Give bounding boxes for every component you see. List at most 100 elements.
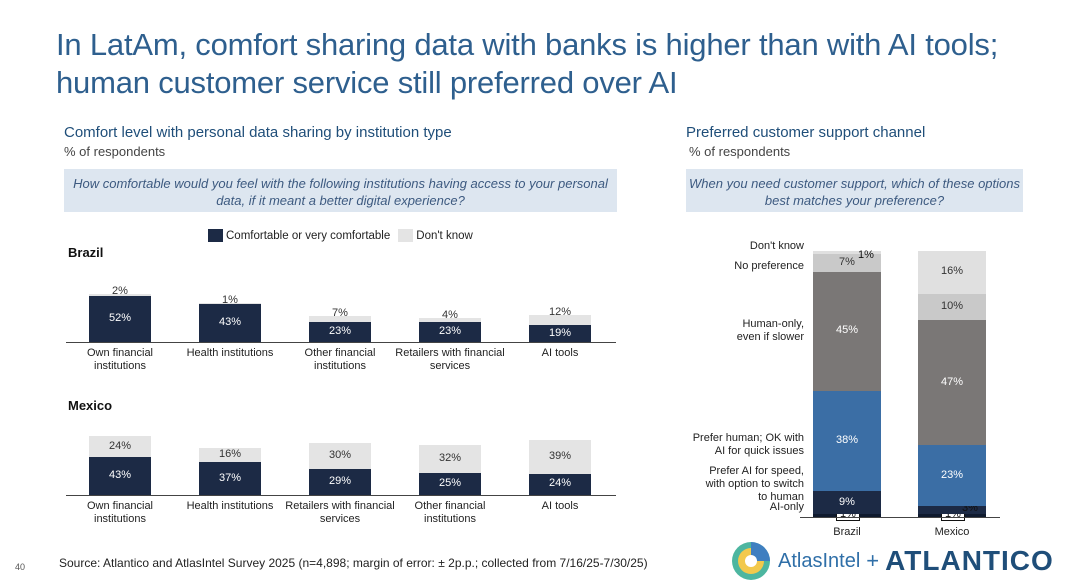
mexico-label-dont-know-1: 16% xyxy=(218,448,242,461)
support-series-label-3: Human-only, even if slower xyxy=(736,318,804,344)
brazil-bar-4: 19% 12% xyxy=(529,306,591,342)
atlasintel-logo-icon xyxy=(732,542,770,580)
left-chart-subtitle: % of respondents xyxy=(64,144,166,159)
brazil-bar-2: 23% 7% xyxy=(309,307,371,342)
support-segment-brazil-1 xyxy=(813,490,881,515)
support-series-label-0: AI-only xyxy=(769,501,804,514)
legend-swatch-comfortable xyxy=(208,229,223,242)
brazil-segment-dont-know-4 xyxy=(529,314,591,326)
brazil-label-comfortable-2: 23% xyxy=(328,324,352,337)
brazil-label-dont-know-1: 1% xyxy=(222,294,238,307)
support-label-mexico-2: 23% xyxy=(940,468,964,481)
support-segment-brazil-3 xyxy=(813,272,881,391)
brazil-label-dont-know-2: 7% xyxy=(332,306,348,319)
support-segment-mexico-1 xyxy=(918,506,986,515)
support-baseline xyxy=(800,517,1000,518)
mexico-bar-4: 24% 39% xyxy=(529,439,591,495)
brazil-label-comfortable-1: 43% xyxy=(218,316,242,329)
left-chart-title: Comfort level with personal data sharing… xyxy=(64,124,452,141)
right-chart-title: Preferred customer support channel xyxy=(686,124,926,141)
brazil-segment-comfortable-2 xyxy=(309,321,371,342)
mexico-category-3: Other financial institutions xyxy=(414,500,486,525)
mexico-bar-3: 25% 32% xyxy=(419,444,481,495)
source-note: Source: Atlantico and AtlasIntel Survey … xyxy=(59,556,648,570)
brazil-segment-dont-know-0 xyxy=(89,294,151,297)
brazil-category-0: Own financial institutions xyxy=(86,347,154,372)
brazil-category-4: AI tools xyxy=(541,347,579,359)
support-label-brazil-3: 45% xyxy=(835,324,859,337)
logos-plus: + xyxy=(866,548,880,573)
brazil-label-comfortable-4: 19% xyxy=(548,326,572,339)
mexico-label-comfortable-0: 43% xyxy=(108,469,132,482)
brazil-segment-dont-know-3 xyxy=(419,318,481,322)
brazil-label-dont-know-0: 2% xyxy=(112,285,128,298)
mexico-label-dont-know-3: 32% xyxy=(438,451,462,464)
mexico-label: Mexico xyxy=(68,398,113,413)
mexico-segment-comfortable-4 xyxy=(529,473,591,495)
support-segment-mexico-5 xyxy=(918,251,986,294)
mexico-baseline xyxy=(66,495,616,496)
mexico-label-comfortable-3: 25% xyxy=(438,476,462,489)
legend-label-comfortable: Comfortable or very comfortable xyxy=(226,229,391,242)
support-label-mexico-3: 47% xyxy=(940,375,964,388)
brazil-segment-comfortable-3 xyxy=(419,321,481,342)
mexico-segment-dont-know-4 xyxy=(529,439,591,474)
right-question-box: When you need customer support, which of… xyxy=(686,169,1023,212)
page-title: In LatAm, comfort sharing data with bank… xyxy=(56,27,999,100)
atlantico-logo-text: ATLANTICO xyxy=(885,545,1054,576)
support-label-brazil-4: 7% xyxy=(839,255,855,268)
mexico-segment-comfortable-1 xyxy=(199,462,261,495)
brazil-baseline xyxy=(66,342,616,343)
support-segment-mexico-4 xyxy=(918,293,986,321)
brazil-segment-comfortable-1 xyxy=(199,304,261,342)
support-segment-mexico-2 xyxy=(918,445,986,507)
mexico-segment-comfortable-3 xyxy=(419,472,481,495)
right-chart-subtitle: % of respondents xyxy=(689,144,791,159)
mexico-category-0: Own financial institutions xyxy=(86,500,154,525)
left-question-box: How comfortable would you feel with the … xyxy=(64,169,617,212)
brazil-segment-comfortable-0 xyxy=(89,296,151,342)
brazil-label: Brazil xyxy=(68,245,104,260)
support-segment-mexico-3 xyxy=(918,320,986,446)
brazil-label-dont-know-4: 12% xyxy=(548,305,572,318)
mexico-segment-dont-know-2 xyxy=(309,443,371,470)
support-series-label-2: Prefer human; OK with AI for quick issue… xyxy=(692,431,804,457)
support-label-brazil-2: 38% xyxy=(835,433,859,446)
brazil-bar-1: 43% 1% xyxy=(199,294,261,342)
brazil-segment-dont-know-1 xyxy=(199,303,261,305)
support-series-label-5: Don't know xyxy=(749,239,804,252)
support-segment-brazil-5 xyxy=(813,251,881,254)
support-segment-brazil-4 xyxy=(813,253,881,273)
brazil-label-comfortable-0: 52% xyxy=(108,312,132,325)
mexico-segment-dont-know-1 xyxy=(199,448,261,463)
brazil-label-dont-know-3: 4% xyxy=(442,309,458,322)
support-label-brazil-1: 9% xyxy=(839,495,855,508)
support-category-mexico: Mexico xyxy=(934,526,970,538)
mexico-bar-2: 29% 30% xyxy=(309,443,371,495)
mexico-segment-dont-know-3 xyxy=(419,444,481,473)
mexico-label-comfortable-2: 29% xyxy=(328,475,352,488)
support-label-mexico-4: 10% xyxy=(940,299,964,312)
mexico-segment-comfortable-2 xyxy=(309,469,371,495)
support-category-brazil: Brazil xyxy=(833,526,861,538)
mexico-label-dont-know-2: 30% xyxy=(328,449,352,462)
logos: AtlasIntel + ATLANTICO xyxy=(730,540,1075,582)
brazil-bar-0: 52% 2% xyxy=(89,285,151,342)
brazil-segment-comfortable-4 xyxy=(529,325,591,342)
support-series-label-4: No preference xyxy=(734,260,804,273)
mexico-label-dont-know-0: 24% xyxy=(108,439,132,452)
mexico-category-1: Health institutions xyxy=(186,500,274,512)
mexico-segment-dont-know-0 xyxy=(89,436,151,458)
page-number: 40 xyxy=(15,562,26,572)
support-label-mexico-5: 16% xyxy=(940,265,964,278)
brazil-category-3: Retailers with financial services xyxy=(395,347,505,372)
mexico-label-comfortable-4: 24% xyxy=(548,477,572,490)
atlasintel-logo-text: AtlasIntel xyxy=(778,549,861,572)
mexico-segment-comfortable-0 xyxy=(89,457,151,495)
mexico-label-dont-know-4: 39% xyxy=(548,449,572,462)
support-label-brazil-5: 1% xyxy=(858,249,874,261)
legend-label-dont-know: Don't know xyxy=(416,229,473,242)
brazil-category-1: Health institutions xyxy=(186,347,274,359)
mexico-category-4: AI tools xyxy=(541,500,579,512)
mexico-category-2: Retailers with financial services xyxy=(285,500,395,525)
